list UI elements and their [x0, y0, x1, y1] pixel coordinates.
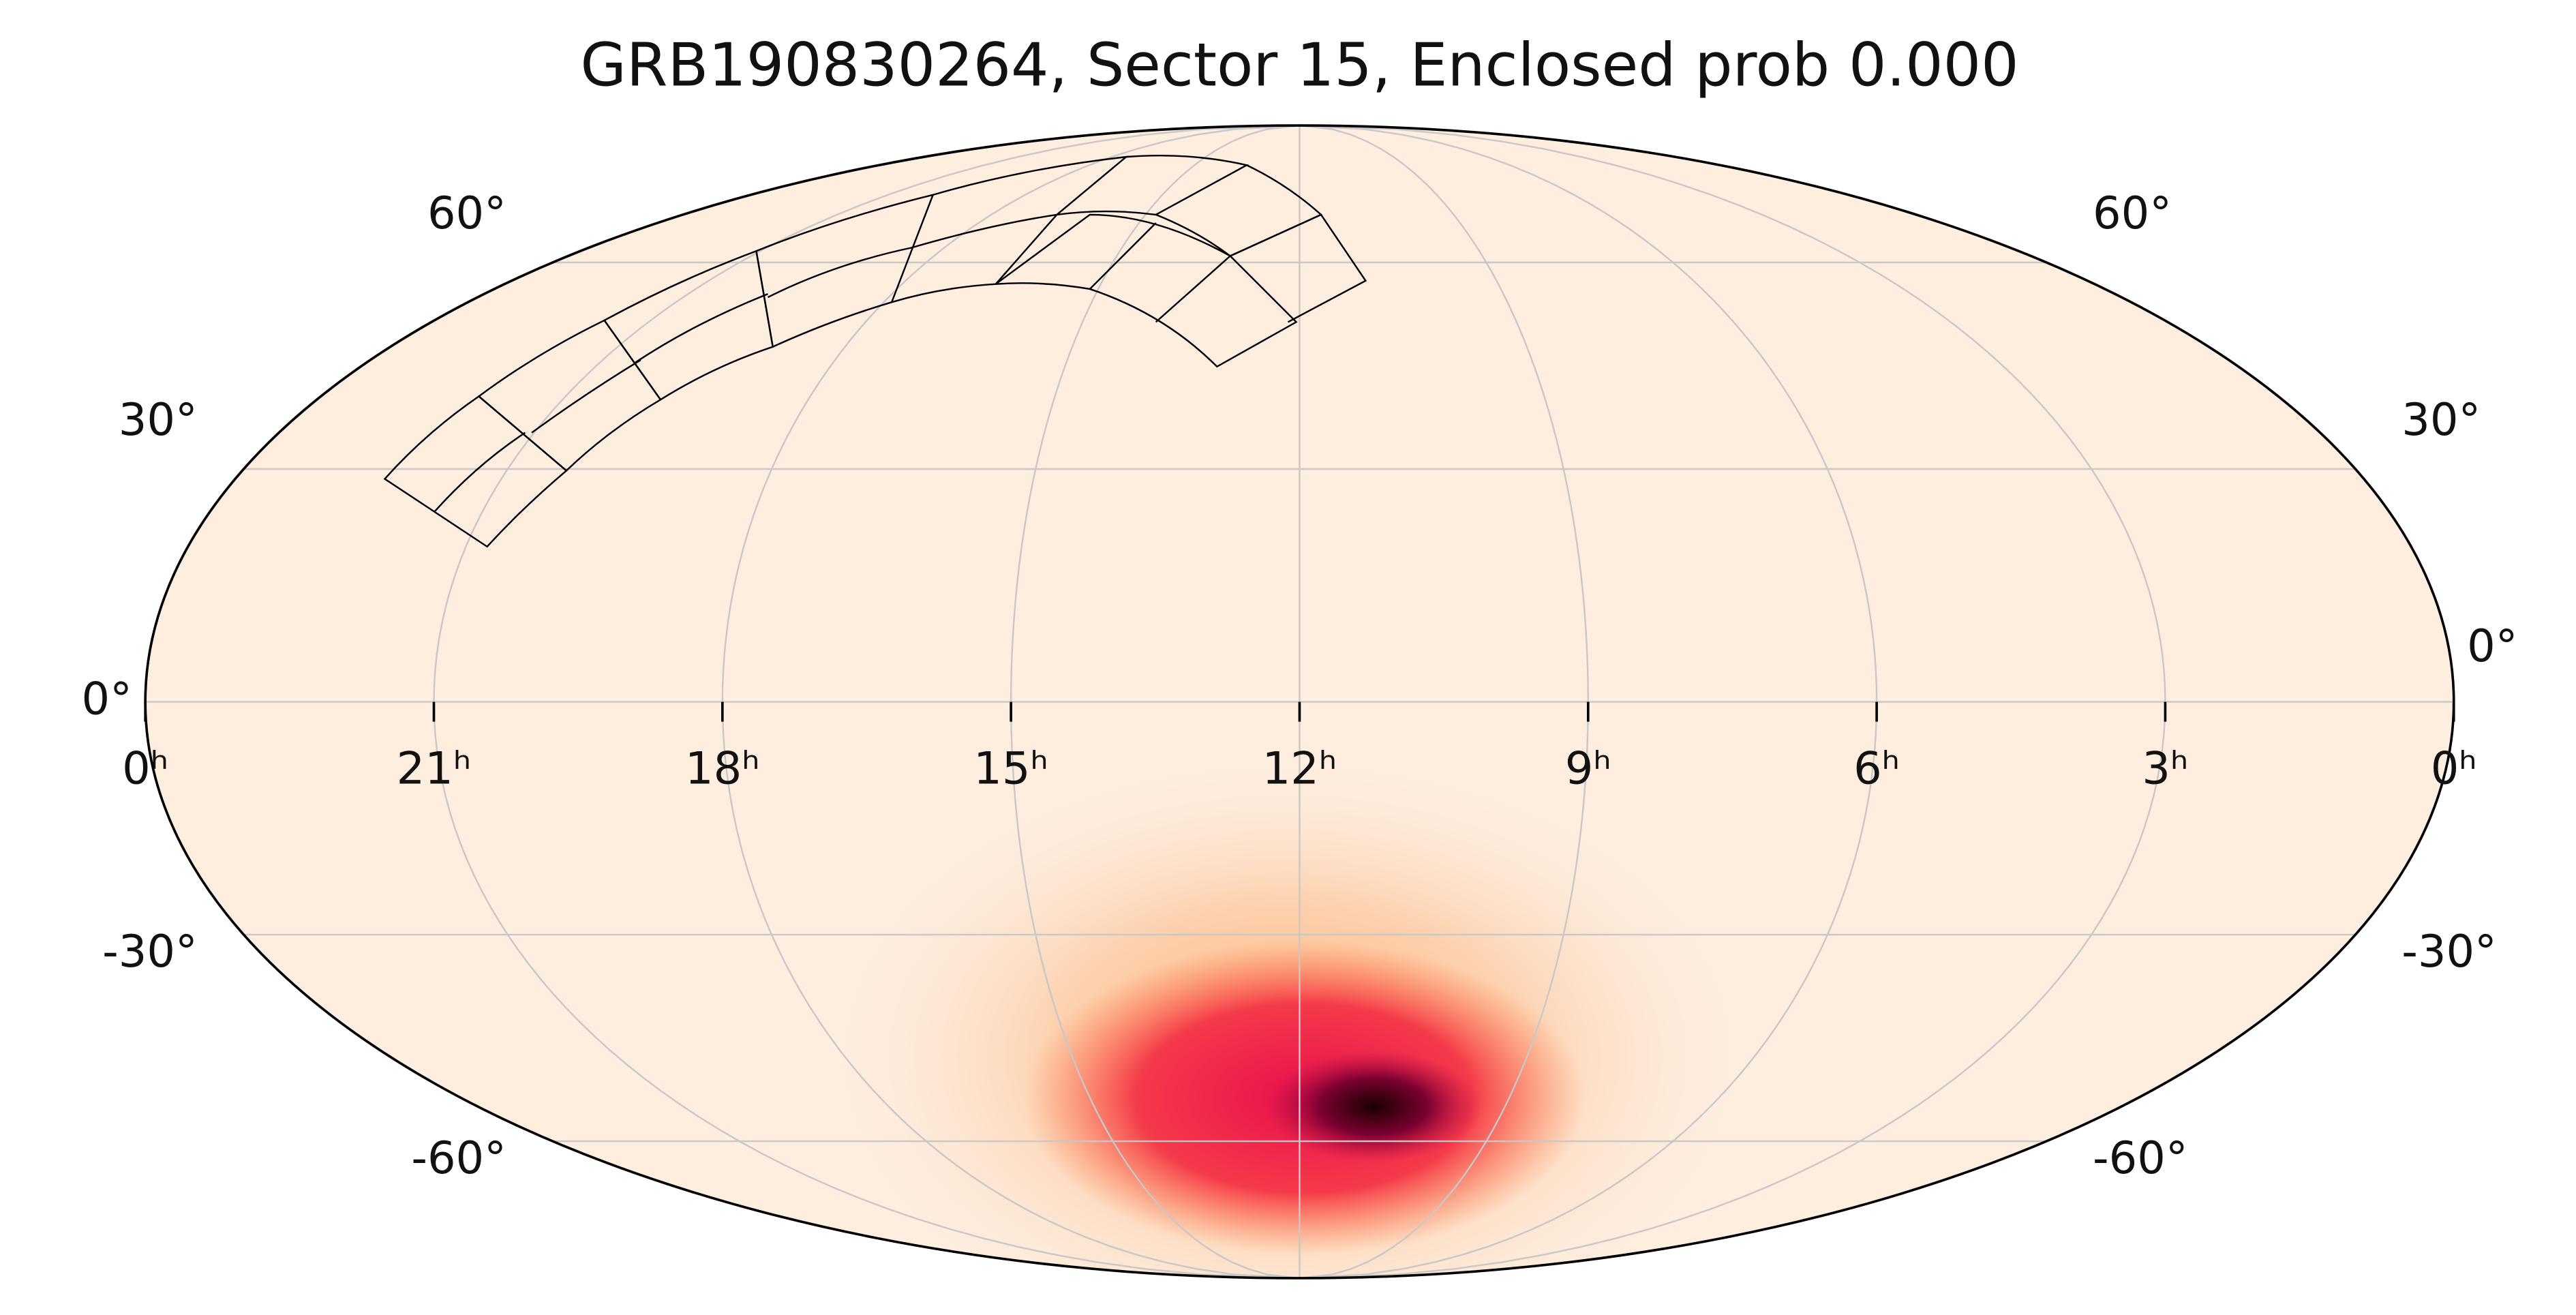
ccd-footprint	[531, 359, 641, 434]
sector-footprint	[383, 154, 1367, 548]
ccd-footprint	[434, 432, 526, 513]
ccd-footprint	[911, 155, 1129, 249]
x-tick-label: 3ʰ	[2142, 742, 2188, 794]
y-tick-label: 0°	[81, 674, 132, 725]
y-tick-label: -60°	[2093, 1132, 2188, 1184]
x-tick-label: 6ʰ	[1853, 742, 1900, 794]
grid-line	[721, 124, 1300, 1280]
x-tick-label: 0ʰ	[2431, 742, 2477, 794]
ccd-footprint	[633, 293, 768, 364]
x-tick-label: 0ʰ	[122, 742, 168, 794]
sky-border	[144, 124, 2455, 1280]
x-tick-label: 15ʰ	[973, 742, 1048, 794]
y-tick-label: 0°	[2467, 620, 2517, 672]
y-tick-label: -60°	[411, 1132, 506, 1184]
x-tick-label: 12ʰ	[1262, 742, 1337, 794]
grid-line	[433, 124, 1300, 1280]
ccd-footprint	[891, 214, 1058, 303]
y-tick-label: -30°	[2401, 926, 2497, 978]
y-tick-label: 30°	[2401, 394, 2481, 446]
y-tick-label: 60°	[427, 187, 506, 239]
grid-line	[1299, 124, 2166, 1280]
grid-line	[1299, 124, 1878, 1280]
x-tick-label: 18ʰ	[685, 742, 760, 794]
ccd-footprint	[992, 213, 1298, 368]
probability-map	[808, 743, 1768, 1278]
chart-title: GRB190830264, Sector 15, Enclosed prob 0…	[580, 31, 2018, 100]
grid	[145, 124, 2454, 1280]
grid-line	[1299, 124, 1589, 1280]
ccd-footprint	[755, 194, 935, 348]
y-tick-label: -30°	[102, 926, 198, 978]
y-tick-label: 60°	[2093, 187, 2172, 239]
prob-peak	[1267, 1050, 1481, 1163]
x-tick-label: 9ʰ	[1565, 742, 1611, 794]
ccd-footprint	[767, 247, 912, 299]
x-tick-label: 21ʰ	[397, 742, 472, 794]
ccd-footprint	[1089, 213, 1367, 323]
grid-line	[1010, 124, 1300, 1280]
y-tick-label: 30°	[119, 394, 198, 446]
